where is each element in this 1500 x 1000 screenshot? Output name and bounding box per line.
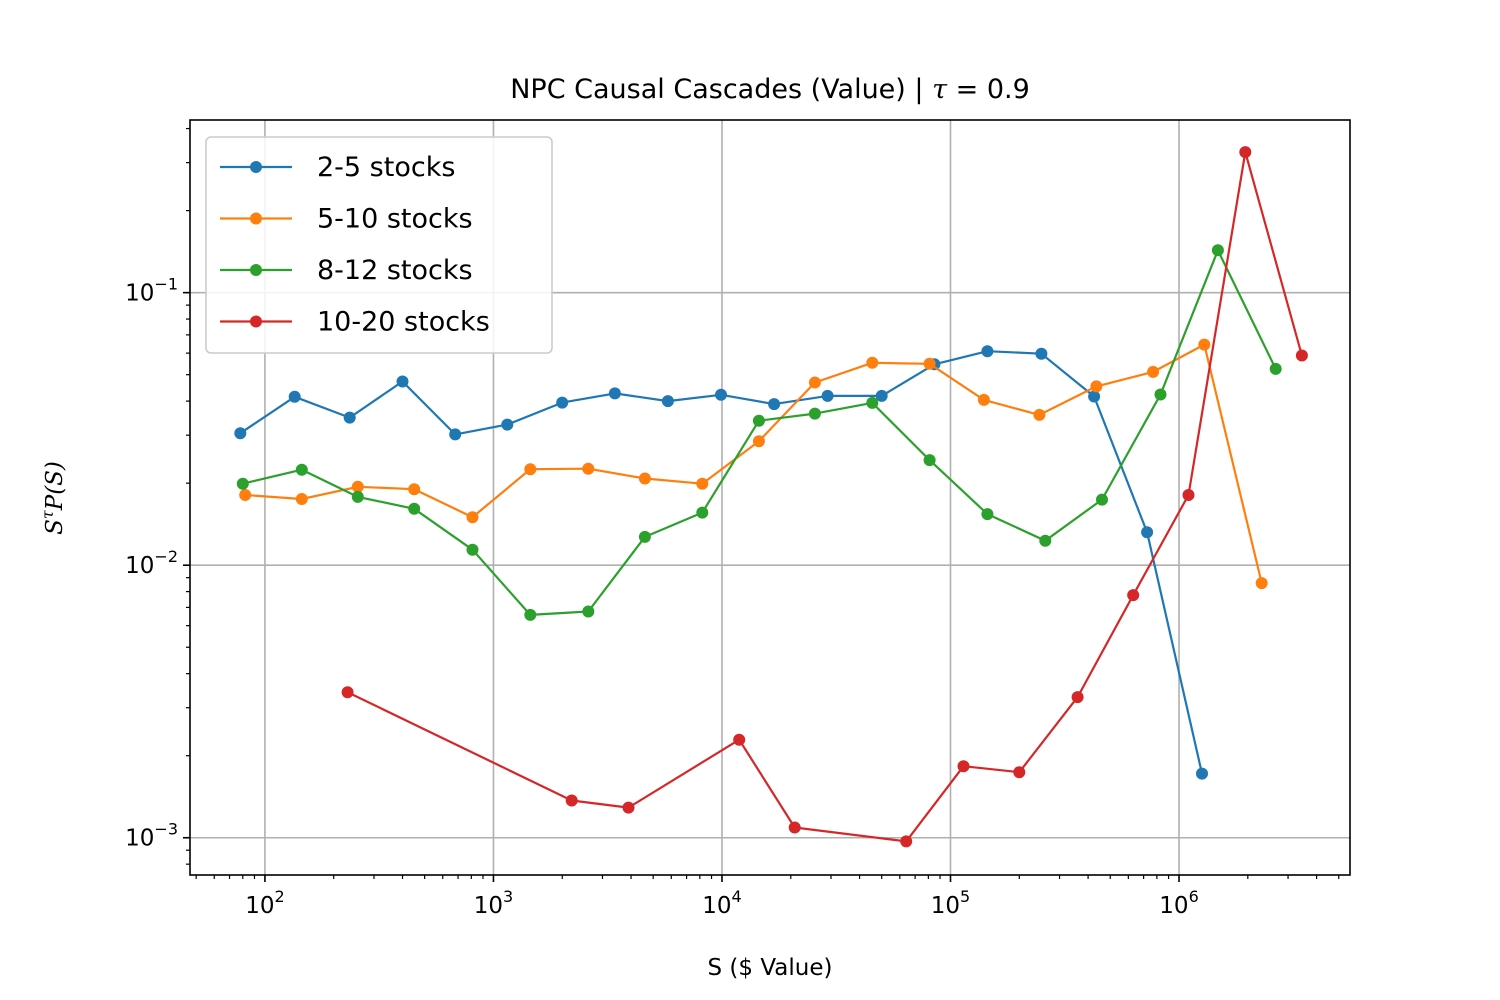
data-point xyxy=(396,375,409,388)
data-point xyxy=(524,608,537,621)
data-point xyxy=(295,463,308,476)
data-point xyxy=(752,435,765,448)
x-tick-label: 106 xyxy=(1159,887,1198,919)
data-point xyxy=(1147,365,1160,378)
data-point xyxy=(1196,767,1208,780)
legend-marker xyxy=(250,161,262,173)
data-point xyxy=(875,389,888,402)
data-point xyxy=(957,760,970,773)
data-point xyxy=(1088,390,1101,403)
data-point xyxy=(466,543,479,556)
data-point xyxy=(1013,766,1026,779)
data-point xyxy=(1269,362,1282,375)
data-point xyxy=(341,686,354,699)
data-point xyxy=(788,821,801,834)
legend-label: 10-20 stocks xyxy=(317,307,490,338)
data-point xyxy=(408,502,421,515)
data-point xyxy=(556,396,569,409)
data-point xyxy=(808,407,821,420)
data-point xyxy=(234,427,247,440)
data-point xyxy=(1295,349,1308,362)
data-point xyxy=(1127,589,1140,602)
legend-marker xyxy=(250,212,262,225)
data-point xyxy=(1033,408,1046,421)
data-point xyxy=(236,477,249,490)
data-point xyxy=(295,493,308,505)
data-point xyxy=(1039,534,1052,547)
data-point xyxy=(1239,146,1252,159)
legend-marker xyxy=(250,264,262,276)
data-point xyxy=(1211,244,1224,257)
data-point xyxy=(638,472,651,485)
data-point xyxy=(288,390,301,403)
data-point xyxy=(696,506,709,519)
data-point xyxy=(977,393,990,406)
x-tick-label: 103 xyxy=(474,887,513,919)
data-point xyxy=(582,462,595,475)
data-point xyxy=(449,428,462,441)
data-point xyxy=(608,387,621,400)
data-point xyxy=(1154,388,1167,401)
axes-layer xyxy=(189,119,1351,876)
y-tick-label: 10−3 xyxy=(125,820,178,852)
data-point xyxy=(638,530,651,543)
data-point xyxy=(866,356,879,369)
x-axis-label: S ($ Value) xyxy=(708,955,833,981)
legend-label: 8-12 stocks xyxy=(317,255,473,286)
data-point xyxy=(866,396,879,409)
data-point xyxy=(582,605,595,618)
data-point xyxy=(1096,493,1108,506)
data-point xyxy=(351,480,364,493)
data-point xyxy=(1090,380,1103,393)
data-point xyxy=(622,801,635,814)
legend-label: 2-5 stocks xyxy=(317,152,455,183)
data-point xyxy=(661,395,674,408)
data-point xyxy=(821,389,834,402)
series-layer xyxy=(234,146,1308,848)
data-point xyxy=(351,490,364,503)
x-tick-label: 104 xyxy=(702,887,741,919)
data-point xyxy=(565,794,578,807)
data-point xyxy=(808,376,821,389)
data-point xyxy=(923,357,936,370)
data-point xyxy=(466,511,479,524)
data-point xyxy=(1198,338,1211,351)
legend-marker xyxy=(250,315,262,328)
data-point xyxy=(239,489,252,501)
data-point xyxy=(923,454,936,467)
data-point xyxy=(343,411,356,424)
data-point xyxy=(733,733,746,746)
data-point xyxy=(1255,577,1268,590)
chart-title: NPC Causal Cascades (Value) | τ = 0.9 xyxy=(510,74,1030,105)
data-point xyxy=(1071,691,1084,704)
plot-frame xyxy=(189,119,1351,876)
data-point xyxy=(981,508,994,521)
data-point xyxy=(768,398,781,411)
data-point xyxy=(524,463,537,476)
data-point xyxy=(1182,489,1195,501)
svg-text:SτP(S): SτP(S) xyxy=(38,461,68,535)
data-point xyxy=(696,477,709,490)
data-point xyxy=(408,483,421,496)
data-point xyxy=(1141,526,1154,539)
x-tick-label: 105 xyxy=(931,887,970,919)
data-point xyxy=(981,345,994,358)
ticks-layer: 102 103 104 105 106 10−3 10−2 10−1 xyxy=(125,127,1340,919)
legend-label: 5-10 stocks xyxy=(317,204,473,235)
y-axis-label: SτP(S) xyxy=(38,461,68,535)
data-point xyxy=(1035,347,1048,360)
y-tick-label: 10−2 xyxy=(125,547,178,579)
legend-box xyxy=(205,136,553,354)
legend: 2-5 stocks 5-10 stocks 8-12 stocks 10-20 st… xyxy=(205,136,553,354)
y-tick-label: 10−1 xyxy=(125,275,178,307)
data-point xyxy=(900,835,913,848)
data-point xyxy=(715,388,727,401)
x-tick-label: 102 xyxy=(245,887,284,919)
data-point xyxy=(752,414,765,427)
data-point xyxy=(501,418,514,431)
